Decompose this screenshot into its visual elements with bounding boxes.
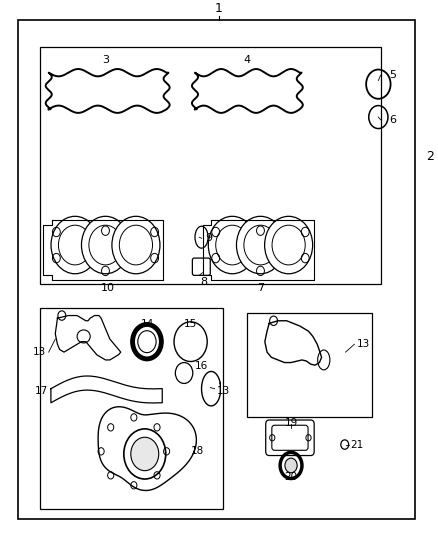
Circle shape	[285, 458, 297, 473]
Text: 21: 21	[350, 440, 363, 449]
Bar	[40, 46, 381, 284]
Text: 8: 8	[200, 277, 207, 287]
Text: 10: 10	[101, 282, 115, 293]
Bar	[40, 308, 223, 509]
Text: 18: 18	[191, 446, 204, 456]
Text: 14: 14	[140, 319, 154, 329]
Circle shape	[51, 216, 99, 274]
Text: 1: 1	[215, 2, 223, 15]
Text: 4: 4	[244, 55, 251, 65]
Text: 19: 19	[284, 418, 298, 428]
Text: 9: 9	[205, 233, 212, 243]
Text: 7: 7	[257, 282, 264, 293]
Circle shape	[131, 437, 159, 471]
Text: 17: 17	[35, 386, 48, 396]
Text: 20: 20	[284, 472, 297, 482]
Text: 5: 5	[389, 70, 396, 80]
Circle shape	[265, 216, 313, 274]
Text: 15: 15	[184, 319, 197, 329]
Circle shape	[237, 216, 285, 274]
Text: 16: 16	[195, 361, 208, 371]
Circle shape	[138, 330, 156, 353]
Text: 3: 3	[102, 55, 109, 65]
Circle shape	[81, 216, 130, 274]
Circle shape	[208, 216, 256, 274]
Text: 13: 13	[33, 347, 46, 357]
Circle shape	[112, 216, 160, 274]
Text: 2: 2	[426, 150, 434, 163]
Text: 13: 13	[357, 340, 370, 349]
Bar	[247, 313, 372, 417]
Text: 6: 6	[389, 115, 396, 125]
Text: 13: 13	[217, 386, 230, 396]
